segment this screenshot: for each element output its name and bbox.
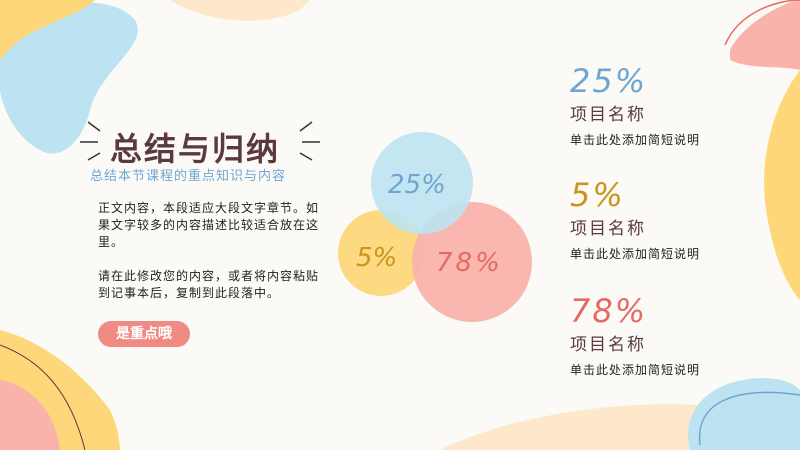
pink-blob-bottom-left: [0, 380, 60, 450]
body-paragraph: 请在此修改您的内容，或者将内容粘贴到记事本后，复制到此段落中。: [98, 269, 320, 300]
body-paragraph: 正文内容，本段适应大段文字章节。如果文字较多的内容描述比较适合放在这里。: [98, 201, 320, 249]
page-subtitle: 总结本节课程的重点知识与内容: [90, 169, 287, 184]
sparkle-lines-left: [80, 121, 101, 161]
body-text: 正文内容，本段适应大段文字章节。如果文字较多的内容描述比较适合放在这里。 请在此…: [98, 200, 328, 319]
blue-outline-bottom-right: [698, 391, 800, 446]
item-name: 项目名称: [570, 219, 646, 239]
item-percent: 25%: [570, 62, 648, 100]
item-3: 78% 项目名称 单击此处添加简短说明: [570, 292, 700, 378]
item-percent: 78%: [570, 292, 648, 330]
item-name: 项目名称: [570, 105, 646, 125]
yellow-blob-right: [764, 70, 800, 300]
sparkle-lines-right: [299, 121, 320, 161]
circle-pink: [412, 202, 532, 322]
peach-blob-top: [170, 0, 310, 21]
circle-label-yellow: 5%: [356, 243, 398, 273]
highlight-button[interactable]: 是重点哦: [98, 321, 190, 347]
item-percent: 5%: [570, 176, 625, 214]
item-desc: 单击此处添加简短说明: [570, 363, 701, 377]
circle-yellow: [338, 210, 424, 296]
item-name: 项目名称: [570, 335, 646, 355]
circle-label-blue: 25%: [388, 170, 446, 200]
outline-bottom-left: [0, 344, 86, 450]
item-2: 5% 项目名称 单击此处添加简短说明: [570, 176, 700, 262]
circle-blue: [371, 132, 473, 234]
page-title: 总结与归纳: [110, 130, 281, 168]
item-1: 25% 项目名称 单击此处添加简短说明: [570, 62, 700, 148]
yellow-blob-top-left: [0, 0, 95, 60]
pink-blob-top-right: [730, 0, 800, 70]
item-desc: 单击此处添加简短说明: [570, 133, 701, 147]
blue-blob-top-left: [0, 2, 138, 154]
pink-outline-top-right: [724, 0, 800, 46]
circle-label-pink: 78%: [436, 248, 503, 278]
blue-blob-bottom-right: [688, 377, 800, 450]
item-desc: 单击此处添加简短说明: [570, 247, 701, 261]
